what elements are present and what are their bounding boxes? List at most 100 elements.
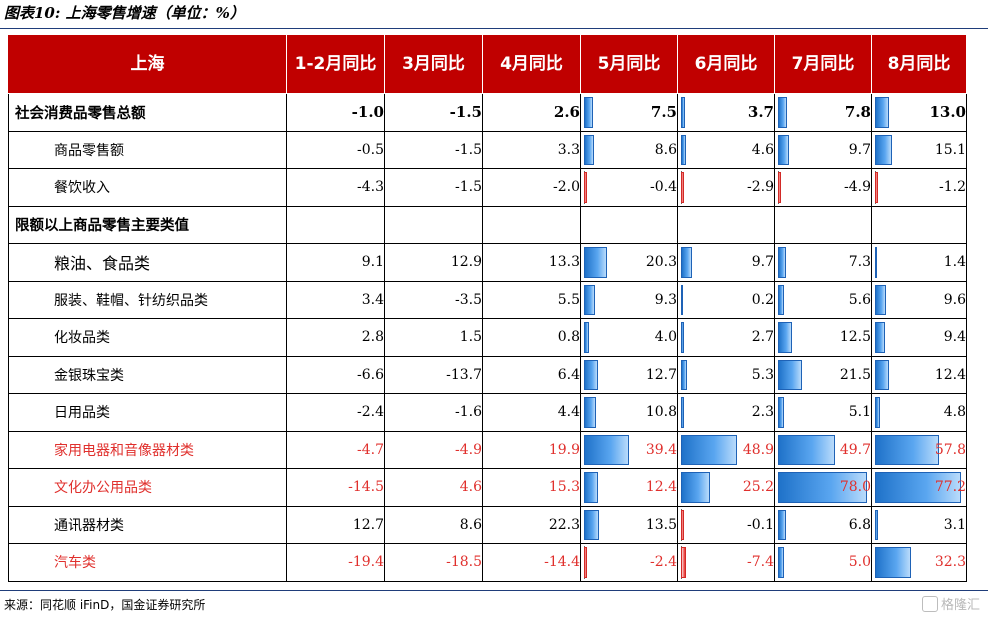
value-cell: 4.8	[871, 393, 967, 432]
header-col: 1-2月同比	[286, 34, 385, 94]
value-text: 15.1	[934, 141, 966, 158]
value-cell: 9.7	[677, 243, 775, 282]
value-cell: -2.4	[286, 393, 385, 432]
value-text: 20.3	[645, 254, 677, 271]
value-cell	[482, 205, 581, 244]
value-cell: -0.1	[677, 505, 775, 544]
row-label-text: 日用品类	[54, 405, 110, 422]
value-cell: 12.9	[384, 243, 483, 282]
positive-bar	[681, 97, 686, 128]
value-text: 77.2	[934, 479, 966, 496]
value-text: 13.3	[548, 254, 580, 271]
value-text: 12.4	[934, 366, 966, 383]
value-text: -4.9	[455, 441, 482, 458]
value-text: 5.1	[848, 404, 871, 421]
value-cell: 78.0	[774, 468, 872, 507]
value-text: 7.5	[650, 103, 677, 122]
row-label-text: 汽车类	[54, 555, 96, 572]
row-label: 服装、鞋帽、针纺织品类	[8, 280, 287, 319]
value-text: -0.1	[747, 516, 774, 533]
value-text: -0.5	[357, 141, 384, 158]
value-cell: 2.6	[482, 93, 581, 132]
value-cell: -0.4	[580, 168, 678, 207]
watermark-text: 格隆汇	[940, 598, 980, 613]
row-label: 限额以上商品零售主要类值	[8, 205, 287, 244]
value-text: 1.4	[943, 254, 966, 271]
value-text: -6.6	[357, 366, 384, 383]
value-cell: 3.3	[482, 130, 581, 169]
value-cell: 12.7	[580, 355, 678, 394]
value-text: 4.4	[557, 404, 580, 421]
value-cell: 12.4	[871, 355, 967, 394]
row-label-text: 化妆品类	[54, 330, 110, 347]
value-text: -0.4	[650, 179, 677, 196]
value-cell: 5.5	[482, 280, 581, 319]
watermark-logo-icon	[921, 595, 938, 612]
value-cell: 4.6	[384, 468, 483, 507]
negative-bar	[584, 172, 587, 203]
positive-bar	[681, 397, 684, 428]
value-cell: -1.5	[384, 93, 483, 132]
value-text: 57.8	[934, 441, 966, 458]
value-text: -3.5	[455, 291, 482, 308]
value-text: 21.5	[839, 366, 871, 383]
value-text: 8.6	[459, 516, 482, 533]
value-text: 12.7	[645, 366, 677, 383]
value-cell	[286, 205, 385, 244]
value-cell: 5.3	[677, 355, 775, 394]
value-text: 12.9	[450, 254, 482, 271]
value-cell: -1.5	[384, 130, 483, 169]
value-cell: 5.6	[774, 280, 872, 319]
value-cell: 48.9	[677, 430, 775, 469]
value-text: -7.4	[747, 554, 774, 571]
value-cell: -2.9	[677, 168, 775, 207]
retail-growth-table: 上海 1-2月同比 3月同比 4月同比 5月同比 6月同比 7月同比 8月同比 …	[8, 34, 967, 582]
value-text: 2.8	[361, 329, 384, 346]
row-label: 文化办公用品类	[8, 468, 287, 507]
table-row: 化妆品类 2.8 1.5 0.8 4.0 2.7 12.5 9.4	[8, 318, 967, 357]
value-cell: 9.7	[774, 130, 872, 169]
table-row: 服装、鞋帽、针纺织品类 3.4 -3.5 5.5 9.3 0.2 5.6 9.6	[8, 280, 967, 319]
value-text: 3.3	[557, 141, 580, 158]
positive-bar	[875, 547, 911, 578]
positive-bar	[584, 134, 594, 165]
value-cell	[384, 205, 483, 244]
positive-bar	[681, 434, 737, 465]
value-text: 9.6	[943, 291, 966, 308]
value-cell: -4.7	[286, 430, 385, 469]
value-text: -14.5	[348, 479, 384, 496]
table-row: 限额以上商品零售主要类值	[8, 205, 967, 244]
header-col: 5月同比	[580, 34, 678, 94]
value-text: 6.8	[848, 516, 871, 533]
positive-bar	[778, 284, 785, 315]
value-text: 9.3	[654, 291, 677, 308]
value-text: 48.9	[742, 441, 774, 458]
value-text: 13.0	[929, 103, 966, 122]
value-cell: -4.3	[286, 168, 385, 207]
negative-bar	[681, 172, 684, 203]
value-cell: 9.3	[580, 280, 678, 319]
positive-bar	[875, 509, 879, 540]
row-label: 金银珠宝类	[8, 355, 287, 394]
header-region: 上海	[8, 34, 287, 94]
value-cell: 22.3	[482, 505, 581, 544]
row-label: 日用品类	[8, 393, 287, 432]
value-cell: 57.8	[871, 430, 967, 469]
positive-bar	[584, 509, 600, 540]
value-text: 12.5	[839, 329, 871, 346]
value-cell: 2.8	[286, 318, 385, 357]
positive-bar	[875, 97, 890, 128]
value-text: -1.0	[351, 103, 384, 122]
value-cell: 1.4	[871, 243, 967, 282]
value-text: 1.5	[459, 329, 482, 346]
value-text: 5.3	[751, 366, 774, 383]
value-text: 4.0	[654, 329, 677, 346]
positive-bar	[584, 397, 597, 428]
header-col: 6月同比	[677, 34, 775, 94]
value-cell: 5.1	[774, 393, 872, 432]
value-cell: -2.0	[482, 168, 581, 207]
value-cell: 32.3	[871, 543, 967, 582]
value-text: -2.9	[747, 179, 774, 196]
positive-bar	[778, 134, 790, 165]
value-cell: 10.8	[580, 393, 678, 432]
